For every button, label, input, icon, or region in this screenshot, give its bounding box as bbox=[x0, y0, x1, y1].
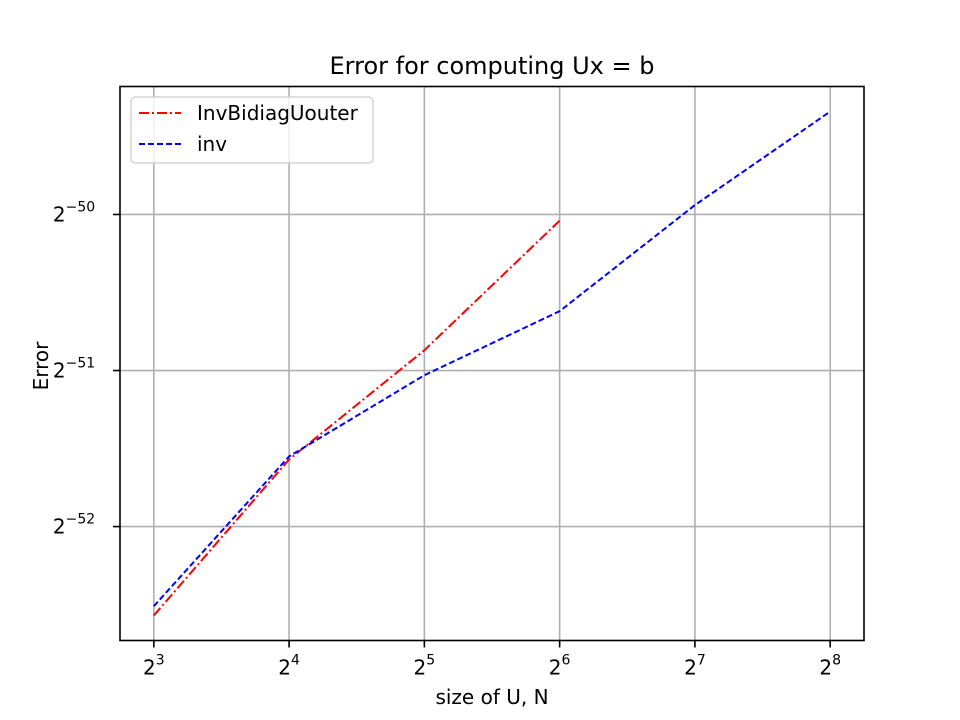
series-line-inv bbox=[153, 110, 831, 607]
legend-box bbox=[130, 96, 374, 164]
legend-label-invbidiaguouter: InvBidiagUouter bbox=[197, 101, 359, 125]
x-axis-label: size of U, N bbox=[435, 685, 548, 709]
y-axis-label: Error bbox=[29, 341, 53, 391]
legend-label-inv: inv bbox=[197, 132, 227, 156]
y-tick-label: 2−50 bbox=[53, 199, 95, 226]
y-tick-label: 2−52 bbox=[53, 512, 95, 539]
x-tick-label: 23 bbox=[143, 653, 165, 680]
x-tick-label: 28 bbox=[819, 653, 841, 680]
axis-ticks: 23 24 25 26 27 28 2−50 2−51 2−52 bbox=[53, 199, 841, 679]
series-line-invbidiaguouter bbox=[153, 219, 561, 617]
x-tick-label: 25 bbox=[414, 653, 436, 680]
series-lines bbox=[153, 110, 831, 617]
y-tick-label: 2−51 bbox=[53, 356, 95, 383]
grid-lines bbox=[120, 86, 864, 641]
x-tick-label: 24 bbox=[278, 653, 300, 680]
legend: InvBidiagUouter inv bbox=[130, 96, 374, 164]
x-tick-label: 27 bbox=[684, 653, 706, 680]
chart-title: Error for computing Ux = b bbox=[330, 52, 655, 80]
x-tick-label: 26 bbox=[549, 653, 571, 680]
plot-frame bbox=[119, 85, 865, 642]
